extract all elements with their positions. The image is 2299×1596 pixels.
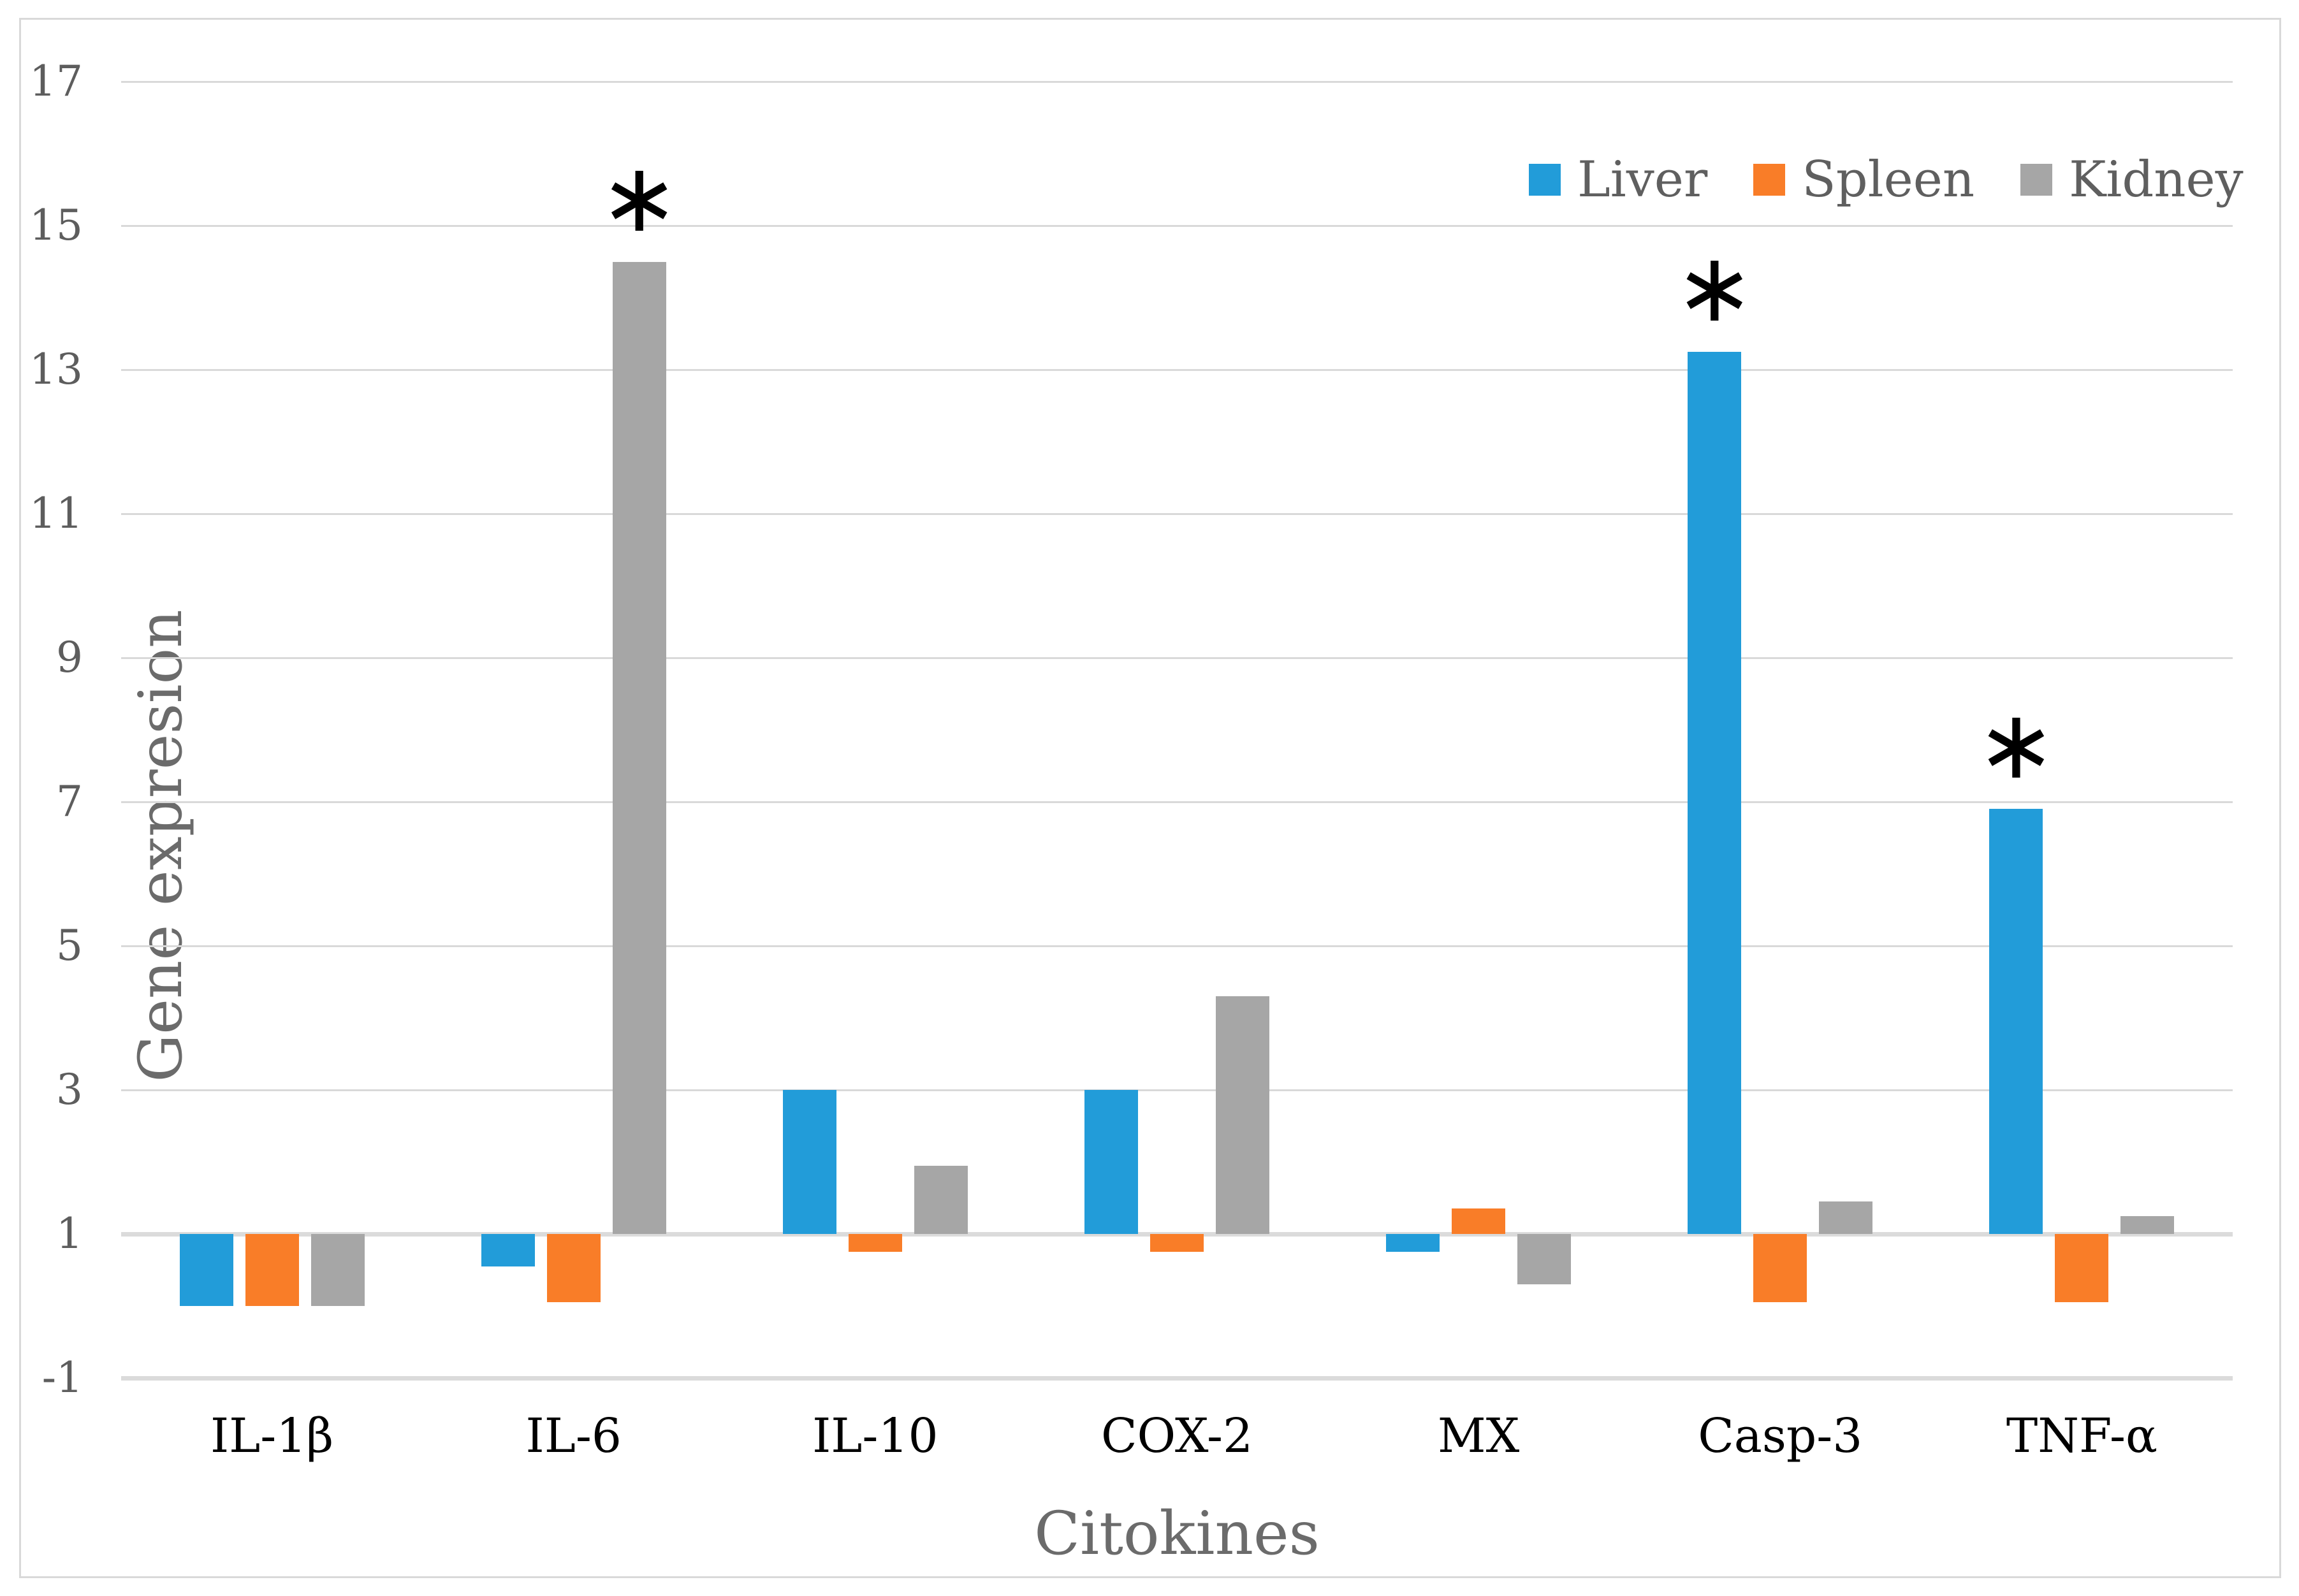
- significance-asterisk-IL-6: ∗: [599, 142, 680, 254]
- x-category-label-IL-10: IL-10: [812, 1409, 938, 1463]
- bar-spleen-IL-1β: [245, 1234, 299, 1306]
- x-axis-title: Citokines: [1034, 1499, 1320, 1569]
- bar-spleen-IL-10: [848, 1234, 902, 1252]
- gridline-y-7: [121, 801, 2233, 803]
- plot-area: ∗ ∗ ∗: [121, 81, 2233, 1381]
- chart-outer-border: [19, 18, 2281, 1578]
- gridline-y-5: [121, 945, 2233, 947]
- legend-label-kidney: Kidney: [2069, 151, 2244, 208]
- bar-kidney-COX-2: [1216, 996, 1269, 1234]
- bar-kidney-IL-10: [914, 1165, 968, 1234]
- bar-liver-IL-10: [782, 1090, 836, 1234]
- x-category-label-MX: MX: [1437, 1409, 1520, 1463]
- x-category-label-COX-2: COX-2: [1100, 1409, 1253, 1463]
- x-category-label-TNF-α: TNF-α: [2006, 1409, 2157, 1463]
- y-tick-label-3: 3: [56, 1065, 83, 1114]
- y-tick-label-17: 17: [29, 57, 83, 106]
- y-tick-label-13: 13: [29, 345, 83, 394]
- y-tick-label-11: 11: [29, 489, 83, 538]
- chart-legend: Liver Spleen Kidney: [1529, 153, 2244, 207]
- bar-liver-IL-1β: [179, 1234, 233, 1306]
- y-tick-label-5: 5: [56, 921, 83, 970]
- y-tick-label-9: 9: [56, 633, 83, 682]
- gridline-y-17: [121, 81, 2233, 83]
- bar-spleen-IL-6: [546, 1234, 601, 1303]
- y-tick-label-15: 15: [29, 201, 83, 250]
- x-category-label-IL-6: IL-6: [525, 1409, 622, 1463]
- gridline-y-15: [121, 225, 2233, 227]
- axis-line-y--1: [121, 1376, 2233, 1381]
- x-category-label-IL-1β: IL-1β: [210, 1409, 334, 1463]
- legend-entry-kidney: Kidney: [2020, 153, 2244, 207]
- y-tick-label-7: 7: [56, 777, 83, 826]
- legend-swatch-liver: [1529, 164, 1561, 196]
- legend-label-spleen: Spleen: [1802, 151, 1975, 208]
- bar-kidney-IL-1β: [310, 1234, 365, 1306]
- legend-entry-spleen: Spleen: [1753, 153, 1974, 207]
- bar-liver-Casp-3: [1688, 351, 1742, 1234]
- bar-spleen-COX-2: [1150, 1234, 1204, 1252]
- significance-asterisk-Casp-3: ∗: [1674, 232, 1755, 344]
- bar-kidney-TNF-α: [2120, 1215, 2175, 1234]
- legend-swatch-spleen: [1753, 164, 1786, 196]
- legend-entry-liver: Liver: [1529, 153, 1707, 207]
- bar-liver-COX-2: [1084, 1090, 1138, 1234]
- x-category-label-Casp-3: Casp-3: [1698, 1409, 1863, 1463]
- bar-kidney-Casp-3: [1819, 1201, 1873, 1234]
- significance-asterisk-TNF-α: ∗: [1976, 690, 2057, 801]
- bar-spleen-MX: [1452, 1208, 1506, 1234]
- bar-spleen-TNF-α: [2055, 1234, 2109, 1303]
- legend-label-liver: Liver: [1577, 151, 1708, 208]
- bar-spleen-Casp-3: [1753, 1234, 1807, 1303]
- bar-liver-IL-6: [481, 1234, 535, 1266]
- legend-swatch-kidney: [2020, 164, 2053, 196]
- gridline-y-9: [121, 657, 2233, 659]
- bar-kidney-IL-6: [612, 261, 666, 1234]
- y-tick-label--1: -1: [41, 1353, 83, 1402]
- bar-liver-MX: [1386, 1234, 1440, 1252]
- gridline-y-11: [121, 513, 2233, 515]
- gridline-y-3: [121, 1089, 2233, 1091]
- bar-liver-TNF-α: [1989, 809, 2043, 1234]
- y-tick-label-1: 1: [56, 1209, 83, 1258]
- bar-kidney-MX: [1517, 1234, 1572, 1285]
- gridline-y-13: [121, 369, 2233, 371]
